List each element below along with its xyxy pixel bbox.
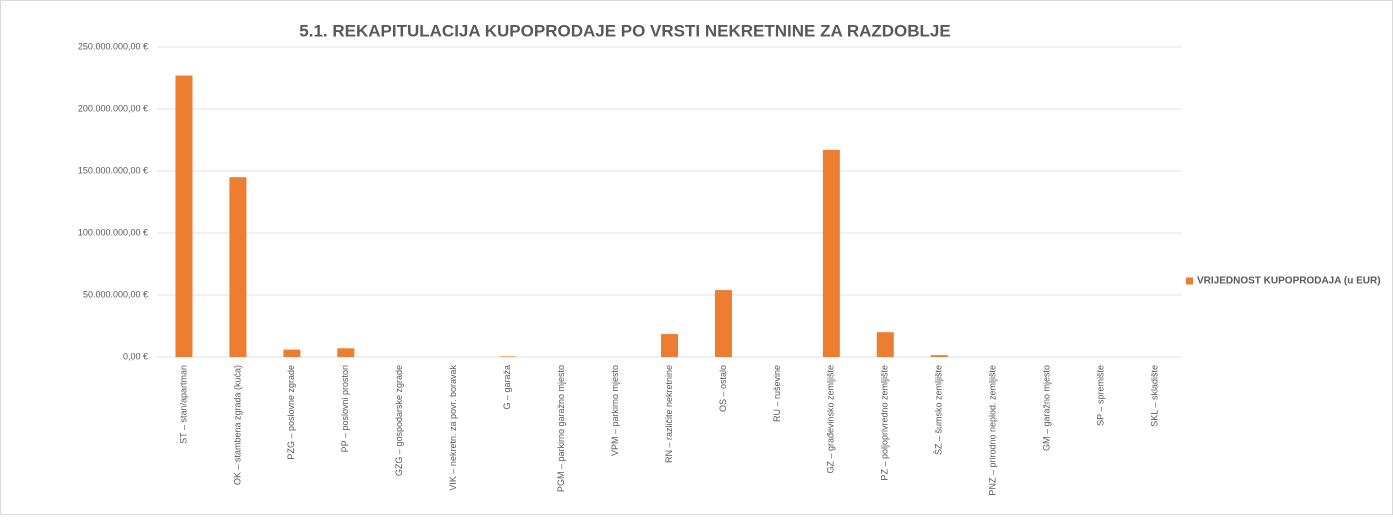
y-tick-label: 50.000.000,00 € [83, 289, 148, 299]
x-tick-label: OK – stambena zgrada (kuća) [232, 365, 242, 485]
bar [499, 356, 517, 357]
x-tick-label: VPM – parkirno mjesto [610, 365, 620, 456]
y-tick-label: 0,00 € [123, 351, 148, 361]
x-tick-label: GZ – građevinsko zemljište [826, 365, 836, 474]
x-tick-label: RN – različite nekretnine [664, 365, 674, 463]
y-tick-label: 100.000.000,00 € [78, 227, 148, 237]
bar [229, 177, 247, 357]
x-tick-label: VIK – nekretn. za povr. boravak [448, 365, 458, 491]
y-tick-label: 200.000.000,00 € [78, 103, 148, 113]
x-tick-label: GZG – gospodarske zgrade [394, 365, 404, 476]
legend-swatch [1186, 277, 1193, 285]
bar [930, 355, 948, 357]
bar [876, 332, 894, 357]
x-tick-label: OS – ostalo [718, 365, 728, 412]
x-tick-label: G – garaža [502, 365, 512, 410]
x-tick-label: ST – stan/apartman [178, 365, 188, 444]
x-tick-label: SP – spremište [1095, 365, 1105, 426]
x-tick-label: PZG – poslovne zgrade [286, 365, 296, 460]
bar [337, 348, 355, 357]
bar [661, 334, 678, 357]
x-tick-label: GM – garažno mjesto [1042, 365, 1052, 451]
x-tick-label: PP – poslovni prostori [340, 365, 350, 452]
legend-label: VRIJEDNOST KUPOPRODAJA (u EUR) [1197, 276, 1381, 287]
bar [822, 149, 840, 357]
x-tick-label: ŠZ – šumsko zemljište [934, 365, 944, 455]
bar [175, 75, 193, 358]
x-tick-label: PZ – poljoprivredno zemljište [880, 365, 890, 481]
y-tick-label: 250.000.000,00 € [78, 41, 148, 51]
x-tick-label: PNZ – prirodno neplod. zemljište [988, 365, 998, 496]
x-tick-label: RU – ruševine [772, 365, 782, 422]
chart-title: 5.1. REKAPITULACIJA KUPOPRODAJE PO VRSTI… [299, 21, 950, 40]
y-tick-label: 150.000.000,00 € [78, 165, 148, 175]
bar [283, 349, 301, 357]
bar [714, 290, 732, 357]
x-tick-label: SKL – skladište [1149, 365, 1159, 427]
x-tick-label: PGM – parkirno garažno mjesto [556, 365, 566, 492]
